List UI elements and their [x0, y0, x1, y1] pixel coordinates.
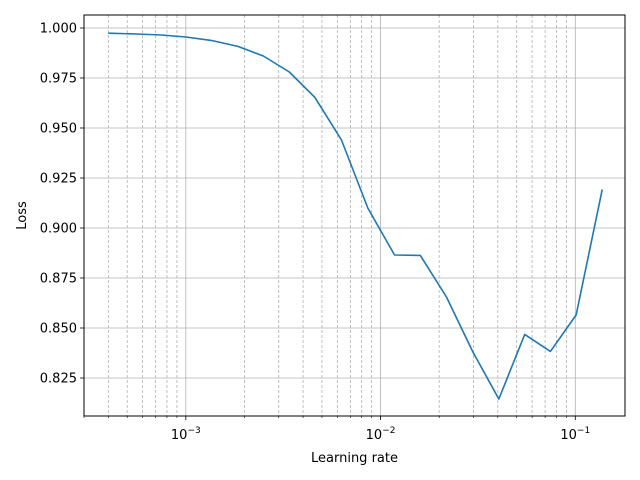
loss-series — [108, 32, 604, 400]
y-tick-label: 1.000 — [40, 22, 77, 37]
y-axis-label: Loss — [15, 201, 30, 230]
y-tick-label: 0.950 — [40, 122, 77, 137]
y-tick-label: 0.850 — [40, 322, 77, 337]
x-tick-label: 10−2 — [366, 426, 396, 443]
y-tick-label: 0.975 — [40, 72, 77, 87]
plot-frame — [83, 14, 626, 417]
loss-line — [108, 32, 604, 400]
major-grid — [84, 15, 625, 416]
x-tick-label: 10−3 — [171, 426, 201, 443]
y-tick-label: 0.825 — [40, 372, 77, 387]
y-tick-label: 0.925 — [40, 172, 77, 187]
minor-grid — [83, 15, 567, 416]
x-axis-ticks: 10−3 10−2 10−1 — [83, 416, 590, 443]
y-tick-label: 0.900 — [40, 222, 77, 237]
x-axis-label: Learning rate — [311, 451, 398, 466]
y-axis-ticks: 0.825 0.850 0.875 0.900 0.925 0.950 0.975 1.000 — [40, 22, 84, 387]
y-tick-label: 0.875 — [40, 272, 77, 287]
x-tick-label: 10−1 — [560, 426, 590, 443]
